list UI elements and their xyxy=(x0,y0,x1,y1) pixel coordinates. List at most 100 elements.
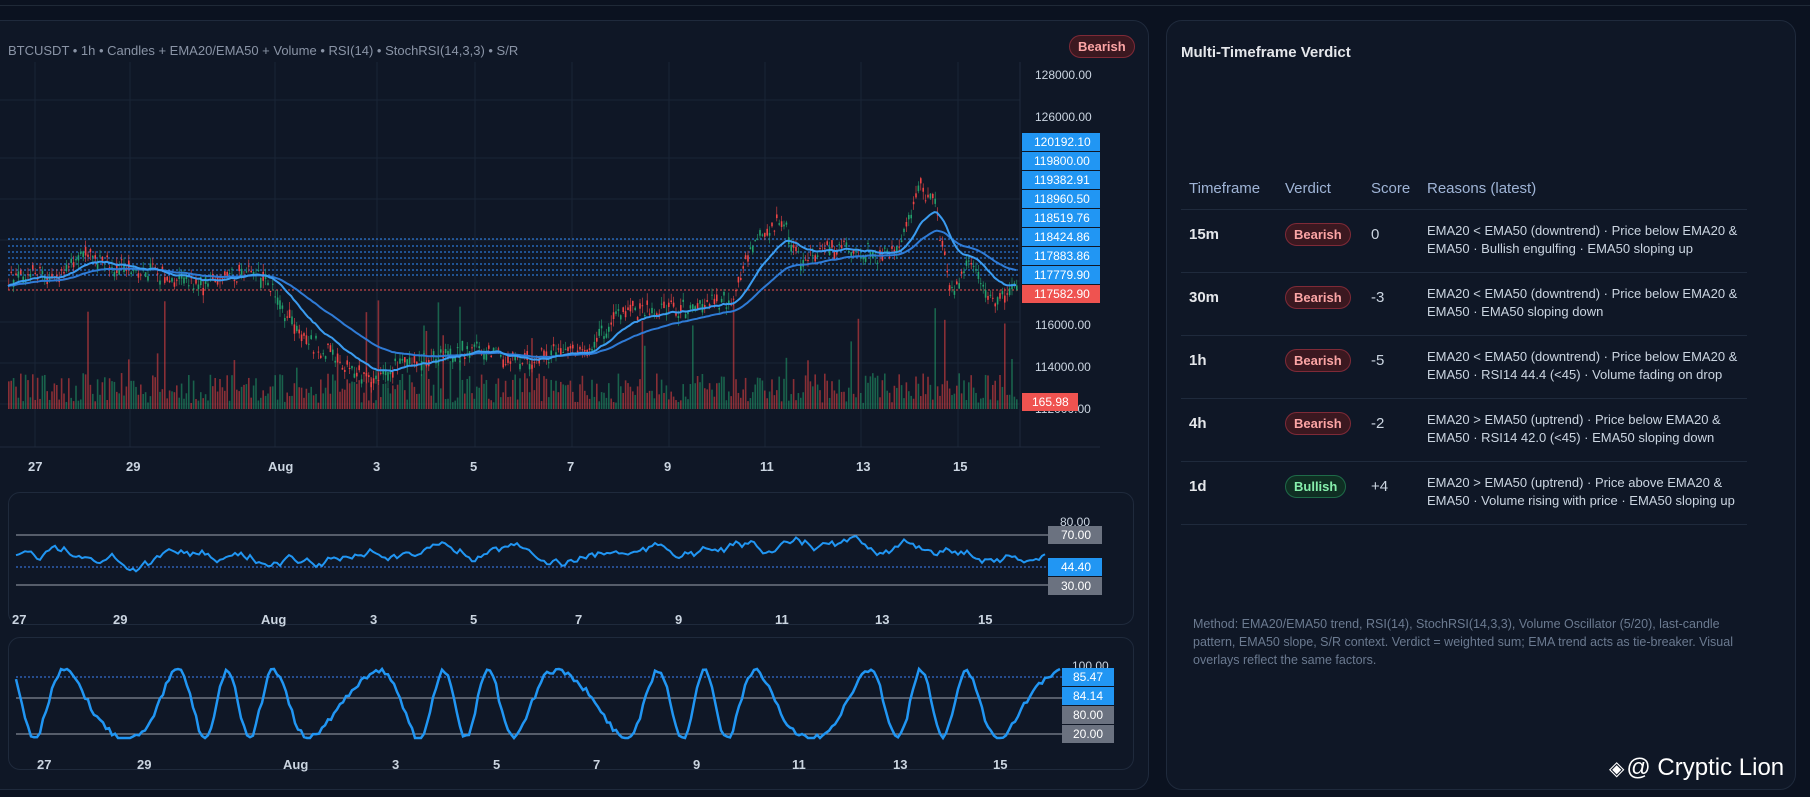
time-label: 15 xyxy=(978,612,992,627)
time-label: 15 xyxy=(953,459,967,474)
table-row: 4h Bearish -2 EMA20 > EMA50 (uptrend) · … xyxy=(1181,398,1747,462)
price-chart[interactable]: 128000.00 126000.00 116000.00 114000.00 … xyxy=(0,62,1110,482)
stoch-label: 80.00 xyxy=(1073,708,1103,722)
sr-level-tags: 120192.10 119800.00 119382.91 118960.50 … xyxy=(1022,133,1100,411)
time-axis-labels: 27 29 Aug 3 5 7 9 11 13 15 xyxy=(28,459,967,474)
verdict-badge: Bearish xyxy=(1285,286,1351,309)
reasons-cell: EMA20 < EMA50 (downtrend) · Price below … xyxy=(1419,209,1747,273)
time-label: Aug xyxy=(283,757,308,772)
reasons-cell: EMA20 > EMA50 (uptrend) · Price above EM… xyxy=(1419,461,1747,525)
price-axis-label: 128000.00 xyxy=(1035,68,1092,82)
score-cell: -2 xyxy=(1363,398,1419,462)
overall-verdict-badge: Bearish xyxy=(1069,35,1135,58)
stochrsi-line xyxy=(14,666,1061,741)
time-label: 11 xyxy=(760,459,774,474)
timeframe-cell: 15m xyxy=(1181,209,1277,273)
time-label: 7 xyxy=(567,459,574,474)
time-label: Aug xyxy=(261,612,286,627)
top-divider xyxy=(0,0,1810,6)
time-label: 5 xyxy=(470,459,477,474)
stoch-time-labels: 27 29 Aug 3 5 7 9 11 13 15 xyxy=(37,757,1007,772)
time-label: 29 xyxy=(126,459,140,474)
time-label: 7 xyxy=(593,757,600,772)
price-axis-label: 114000.00 xyxy=(1035,360,1091,374)
verdict-badge: Bearish xyxy=(1285,349,1351,372)
stoch-k-tag: 85.47 xyxy=(1073,670,1103,684)
verdict-badge: Bearish xyxy=(1285,412,1351,435)
time-label: Aug xyxy=(268,459,293,474)
score-cell: -3 xyxy=(1363,272,1419,336)
col-header-reasons: Reasons (latest) xyxy=(1419,180,1747,210)
score-cell: 0 xyxy=(1363,209,1419,273)
verdict-table-header: Timeframe Verdict Score Reasons (latest) xyxy=(1181,180,1747,210)
time-label: 29 xyxy=(137,757,151,772)
time-label: 27 xyxy=(28,459,42,474)
sr-level-tag: 119800.00 xyxy=(1034,154,1090,168)
time-label: 11 xyxy=(792,757,806,772)
rsi-label: 70.00 xyxy=(1061,528,1091,542)
col-header-score: Score xyxy=(1363,180,1419,210)
reasons-cell: EMA20 < EMA50 (downtrend) · Price below … xyxy=(1419,272,1747,336)
volume-bars xyxy=(8,300,1018,409)
last-price-tag: 117582.90 xyxy=(1034,287,1090,301)
score-cell: -5 xyxy=(1363,335,1419,399)
time-label: 7 xyxy=(575,612,582,627)
candles xyxy=(8,176,1018,393)
ema50-line xyxy=(7,229,1017,359)
timeframe-cell: 30m xyxy=(1181,272,1277,336)
binance-logo-icon: ◈ xyxy=(1609,758,1625,780)
time-label: 9 xyxy=(693,757,700,772)
col-header-verdict: Verdict xyxy=(1277,180,1363,210)
time-label: 3 xyxy=(392,757,399,772)
reasons-cell: EMA20 > EMA50 (uptrend) · Price below EM… xyxy=(1419,398,1747,462)
timeframe-cell: 1h xyxy=(1181,335,1277,399)
ema20-line xyxy=(7,211,1016,373)
time-label: 5 xyxy=(493,757,500,772)
chart-title: BTCUSDT • 1h • Candles + EMA20/EMA50 + V… xyxy=(8,43,519,58)
timeframe-cell: 1d xyxy=(1181,461,1277,525)
verdict-table: Timeframe Verdict Score Reasons (latest)… xyxy=(1181,180,1747,525)
rsi-line xyxy=(15,534,1046,573)
col-header-timeframe: Timeframe xyxy=(1181,180,1277,210)
rsi-label: 80.00 xyxy=(1060,515,1090,529)
table-row: 1d Bullish +4 EMA20 > EMA50 (uptrend) · … xyxy=(1181,461,1747,525)
reasons-cell: EMA20 < EMA50 (downtrend) · Price below … xyxy=(1419,335,1747,399)
time-label: 5 xyxy=(470,612,477,627)
volume-tag: 165.98 xyxy=(1032,395,1069,409)
method-note: Method: EMA20/EMA50 trend, RSI(14), Stoc… xyxy=(1193,617,1733,667)
sr-level-tag: 118424.86 xyxy=(1034,230,1090,244)
sr-level-tag: 118960.50 xyxy=(1034,192,1090,206)
watermark: ◈@ Cryptic Lion xyxy=(1609,754,1784,782)
rsi-chart[interactable]: 80.00 70.00 44.40 30.00 27 29 Aug 3 5 7 … xyxy=(0,490,1140,630)
verdict-title: Multi-Timeframe Verdict xyxy=(1181,44,1351,61)
time-label: 11 xyxy=(775,612,789,627)
price-axis-label: 126000.00 xyxy=(1035,110,1092,124)
sr-level-tag: 120192.10 xyxy=(1034,135,1091,149)
rsi-time-labels: 27 29 Aug 3 5 7 9 11 13 15 xyxy=(12,612,992,627)
time-label: 3 xyxy=(370,612,377,627)
stochrsi-chart[interactable]: 100.00 85.47 84.14 80.00 20.00 27 29 Aug… xyxy=(0,636,1140,776)
time-label: 9 xyxy=(675,612,682,627)
stoch-label: 20.00 xyxy=(1073,727,1103,741)
timeframe-cell: 4h xyxy=(1181,398,1277,462)
rsi-value-tag: 44.40 xyxy=(1061,560,1091,574)
sr-level-tag: 117883.86 xyxy=(1034,249,1090,263)
rsi-label: 30.00 xyxy=(1061,579,1091,593)
time-label: 27 xyxy=(12,612,26,627)
watermark-text: @ Cryptic Lion xyxy=(1626,754,1785,781)
time-label: 13 xyxy=(856,459,870,474)
stoch-d-tag: 84.14 xyxy=(1073,689,1103,703)
time-label: 13 xyxy=(893,757,907,772)
time-label: 3 xyxy=(373,459,380,474)
verdict-badge: Bearish xyxy=(1285,223,1351,246)
time-label: 9 xyxy=(664,459,671,474)
stochrsi-pane-frame xyxy=(8,637,1134,770)
time-label: 29 xyxy=(113,612,127,627)
verdict-badge: Bullish xyxy=(1285,475,1347,498)
sr-level-tag: 117779.90 xyxy=(1034,268,1090,282)
sr-level-tag: 118519.76 xyxy=(1034,211,1090,225)
score-cell: +4 xyxy=(1363,461,1419,525)
table-row: 30m Bearish -3 EMA20 < EMA50 (downtrend)… xyxy=(1181,272,1747,336)
time-label: 13 xyxy=(875,612,889,627)
table-row: 1h Bearish -5 EMA20 < EMA50 (downtrend) … xyxy=(1181,335,1747,399)
